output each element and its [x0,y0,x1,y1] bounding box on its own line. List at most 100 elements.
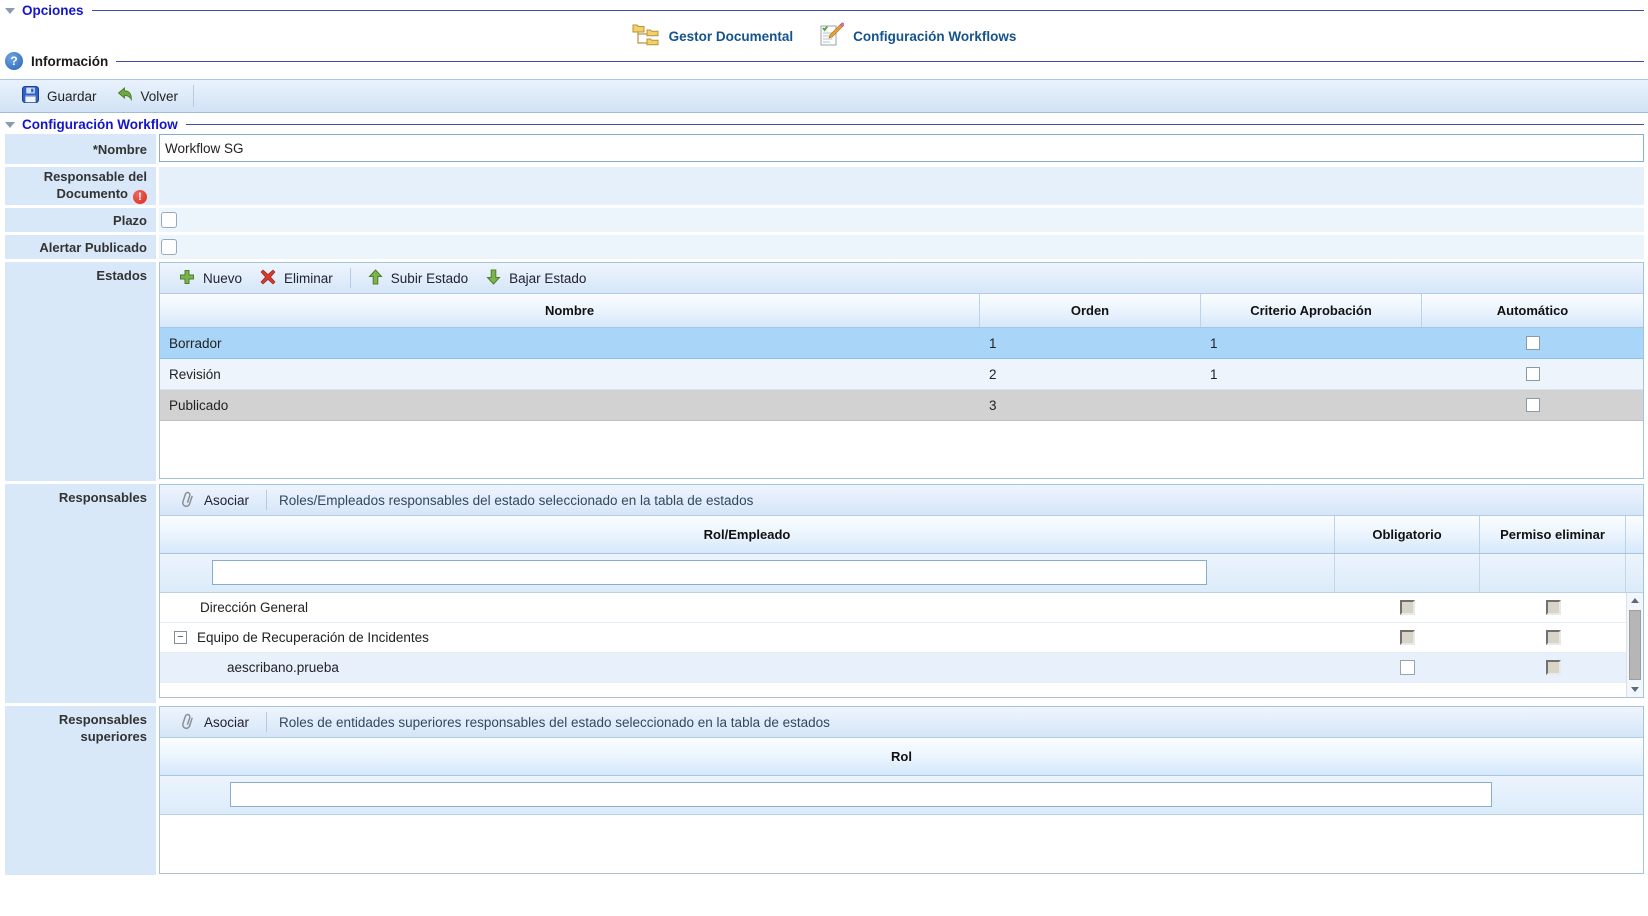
cell-obligatorio [1335,593,1480,622]
rol-label: Dirección General [200,600,309,615]
alertar-publicado-checkbox[interactable] [161,239,177,255]
vertical-scrollbar[interactable] [1626,593,1643,697]
workflow-form: *Nombre Responsable del Documento Plazo … [5,134,1644,878]
volver-label: Volver [140,88,179,104]
column-header-rol-empleado[interactable]: Rol/Empleado [160,516,1335,553]
column-header-permiso-eliminar[interactable]: Permiso eliminar [1480,516,1626,553]
arrow-down-icon [486,269,501,288]
responsables-field: Asociar Roles/Empleados responsables del… [159,484,1644,703]
automatico-checkbox[interactable] [1525,398,1540,412]
estados-grid-header: Nombre Orden Criterio Aprobación Automát… [160,294,1643,328]
estado-row-borrador[interactable]: Borrador 1 1 [160,328,1643,359]
cell-orden: 3 [989,397,997,413]
toolbar-separator [266,712,268,732]
cell-automatico [1422,328,1643,358]
responsable-label: Responsable del Documento [5,167,156,205]
question-circle-icon [5,52,23,70]
asociar-label: Asociar [204,714,250,730]
volver-button[interactable]: Volver [106,82,188,110]
collapse-triangle-icon[interactable] [5,7,15,14]
nombre-input[interactable] [159,134,1644,162]
estado-row-publicado[interactable]: Publicado 3 [160,390,1643,421]
cell-nombre: Revisión [169,366,221,382]
obligatorio-checkbox[interactable] [1400,660,1415,675]
informacion-section-header: Información [5,52,1644,70]
plus-icon [179,269,195,288]
responsables-superiores-label: Responsables superiores [5,706,156,875]
folder-tree-icon [632,22,660,51]
cell-orden: 2 [989,366,997,382]
cell-nombre: Publicado [169,397,229,413]
bajar-estado-button[interactable]: Bajar Estado [477,266,595,291]
responsables-row: Responsables Asociar [5,484,1644,703]
responsable-row: Responsable del Documento [5,167,1644,205]
nuevo-label: Nuevo [203,270,243,286]
column-header-criterio[interactable]: Criterio Aprobación [1201,294,1422,327]
cell-criterio: 1 [1210,366,1218,382]
notepad-pencil-icon [819,22,845,51]
responsables-label: Responsables [5,484,156,703]
column-header-obligatorio[interactable]: Obligatorio [1335,516,1480,553]
fieldset-title[interactable]: Configuración Workflow [22,117,178,132]
rol-empleado-filter-input[interactable] [212,560,1207,585]
alertar-row: Alertar Publicado [5,235,1644,259]
paperclip-icon [179,490,196,511]
guardar-label: Guardar [47,88,97,104]
collapse-triangle-icon[interactable] [5,121,15,128]
top-links: Gestor Documental Configuración Workflow… [0,18,1648,54]
subir-estado-button[interactable]: Subir Estado [359,266,477,291]
permiso-eliminar-checkbox [1545,600,1561,615]
estados-row: Estados Nuevo [5,262,1644,481]
automatico-checkbox[interactable] [1525,367,1540,381]
filter-cell-obligatorio [1335,554,1480,592]
estados-field: Nuevo Eliminar [159,262,1644,481]
cell-nombre: Borrador [169,335,222,351]
column-header-orden[interactable]: Orden [980,294,1201,327]
cell-automatico [1422,390,1643,420]
nuevo-button[interactable]: Nuevo [170,266,251,291]
responsable-row-direccion-general[interactable]: Dirección General [160,593,1626,623]
column-header-nombre[interactable]: Nombre [160,294,980,327]
scrollbar-thumb[interactable] [1629,610,1641,680]
scroll-down-button[interactable] [1627,682,1643,697]
estado-row-revision[interactable]: Revisión 2 1 [160,359,1643,390]
rol-filter-input[interactable] [230,782,1492,807]
responsable-row-equipo-recuperacion[interactable]: Equipo de Recuperación de Incidentes [160,623,1626,653]
responsables-description: Roles/Empleados responsables del estado … [279,492,754,508]
automatico-checkbox[interactable] [1525,336,1540,350]
grid-empty-area [160,815,1643,873]
scroll-up-button[interactable] [1627,593,1643,608]
cell-obligatorio [1335,653,1480,682]
asociar-label: Asociar [204,492,250,508]
opciones-title[interactable]: Opciones [22,3,84,18]
responsables-toolbar: Asociar Roles/Empleados responsables del… [160,485,1643,516]
configuracion-workflows-link[interactable]: Configuración Workflows [819,22,1016,51]
responsable-row-aescribano[interactable]: aescribano.prueba [160,653,1626,683]
cell-criterio [1201,390,1422,420]
gestor-documental-label: Gestor Documental [668,28,794,44]
opciones-section-header: Opciones [5,3,1644,18]
configuracion-workflow-header: Configuración Workflow [5,117,1644,132]
header-scrollbar-filler [1626,516,1643,553]
obligatorio-checkbox [1400,600,1415,615]
filter-scrollbar-filler [1626,554,1643,592]
permiso-eliminar-checkbox [1545,630,1561,645]
estados-label: Estados [5,262,156,481]
column-header-automatico[interactable]: Automático [1496,303,1569,318]
cell-automatico [1422,359,1643,389]
eliminar-button[interactable]: Eliminar [251,266,342,291]
plazo-checkbox[interactable] [161,212,177,228]
asociar-button[interactable]: Asociar [170,487,258,514]
guardar-button[interactable]: Guardar [13,82,106,110]
plazo-label: Plazo [5,208,156,232]
column-header-rol[interactable]: Rol [891,749,912,764]
plazo-row: Plazo [5,208,1644,232]
asociar-superiores-button[interactable]: Asociar [170,709,258,736]
grid-empty-area [160,421,1643,478]
plazo-field [159,208,1644,232]
nombre-label: *Nombre [5,134,156,164]
divider-line [91,10,1644,11]
collapse-minus-icon[interactable] [174,631,187,644]
divider-line [116,60,1644,62]
gestor-documental-link[interactable]: Gestor Documental [632,22,794,51]
